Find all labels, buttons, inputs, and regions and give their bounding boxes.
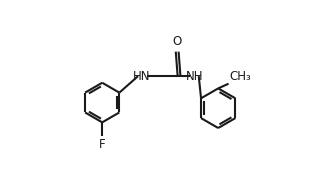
Text: CH₃: CH₃ (230, 70, 251, 83)
Text: NH: NH (186, 70, 203, 83)
Text: HN: HN (133, 70, 150, 83)
Text: F: F (99, 138, 106, 151)
Text: O: O (172, 35, 182, 48)
